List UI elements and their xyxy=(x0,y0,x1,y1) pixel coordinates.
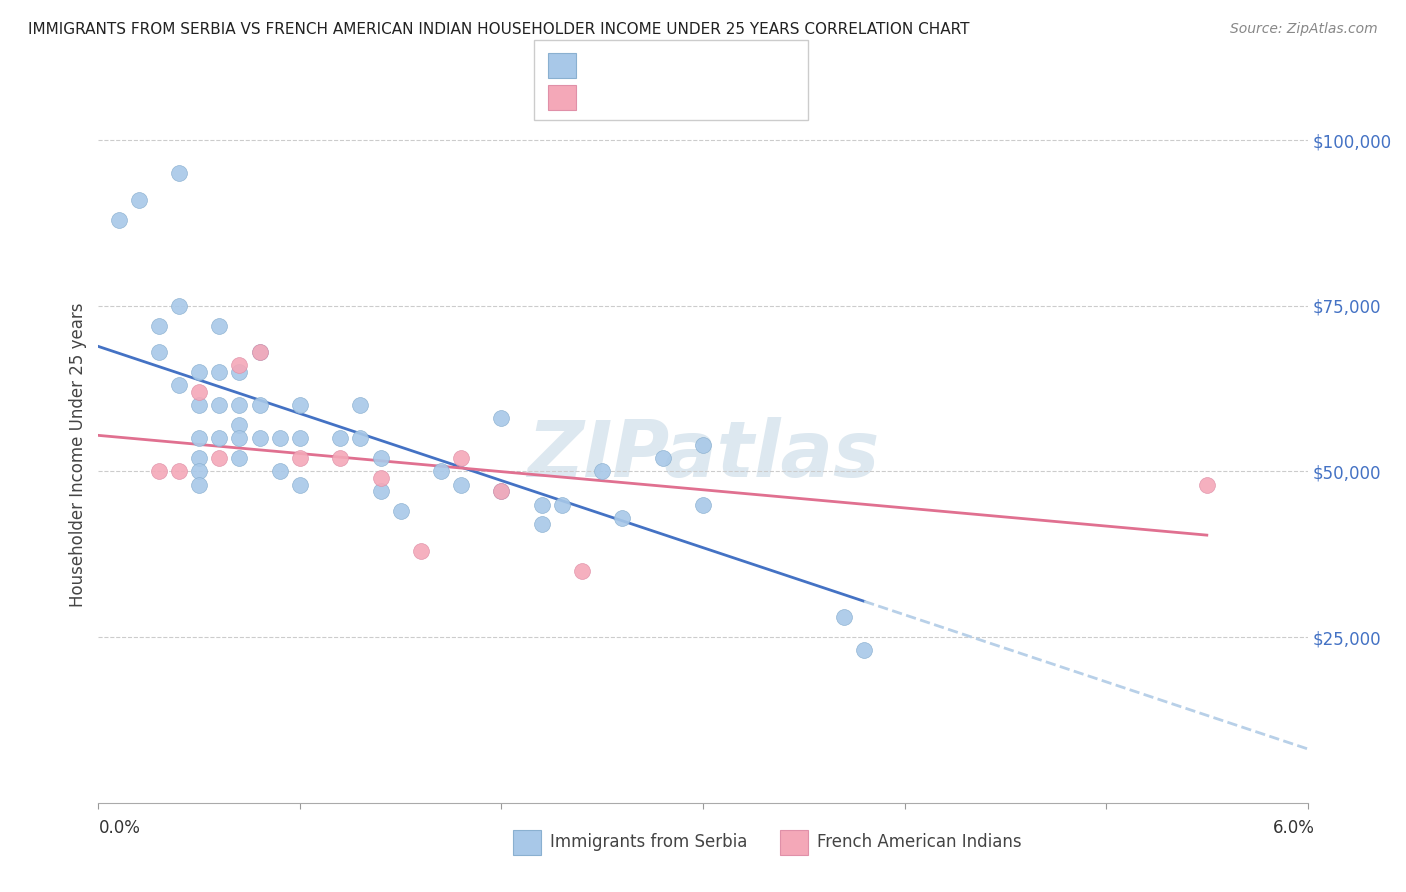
Point xyxy=(370,451,392,466)
Point xyxy=(651,451,673,466)
Text: R =: R = xyxy=(585,88,621,106)
Point xyxy=(188,431,211,445)
Text: Immigrants from Serbia: Immigrants from Serbia xyxy=(550,833,747,851)
Point xyxy=(530,517,553,532)
Text: IMMIGRANTS FROM SERBIA VS FRENCH AMERICAN INDIAN HOUSEHOLDER INCOME UNDER 25 YEA: IMMIGRANTS FROM SERBIA VS FRENCH AMERICA… xyxy=(28,22,970,37)
Point xyxy=(692,498,714,512)
Point xyxy=(370,471,392,485)
Text: Source: ZipAtlas.com: Source: ZipAtlas.com xyxy=(1230,22,1378,37)
Point xyxy=(148,465,170,479)
Point xyxy=(208,318,231,333)
Point xyxy=(288,477,311,491)
Point xyxy=(288,451,311,466)
Point xyxy=(269,465,291,479)
Text: 0.0%: 0.0% xyxy=(98,819,141,837)
Y-axis label: Householder Income Under 25 years: Householder Income Under 25 years xyxy=(69,302,87,607)
Point xyxy=(249,345,271,359)
Point xyxy=(188,465,211,479)
Point xyxy=(148,318,170,333)
Text: 14: 14 xyxy=(725,88,751,106)
Point xyxy=(228,365,250,379)
Point xyxy=(288,398,311,412)
Point xyxy=(591,465,613,479)
Text: 6.0%: 6.0% xyxy=(1272,819,1315,837)
Point xyxy=(228,451,250,466)
Text: N =: N = xyxy=(692,56,728,74)
Point xyxy=(288,431,311,445)
Point xyxy=(530,498,553,512)
Point xyxy=(167,465,190,479)
Point xyxy=(329,431,352,445)
Point xyxy=(188,365,211,379)
Point xyxy=(1195,477,1218,491)
Point xyxy=(491,484,513,499)
Point xyxy=(269,431,291,445)
Point xyxy=(612,511,634,525)
Point xyxy=(208,365,231,379)
Point xyxy=(249,431,271,445)
Text: 50: 50 xyxy=(725,56,751,74)
Point xyxy=(208,431,231,445)
Text: -0.265: -0.265 xyxy=(621,56,686,74)
Text: French American Indians: French American Indians xyxy=(817,833,1022,851)
Point xyxy=(188,384,211,399)
Point xyxy=(188,398,211,412)
Point xyxy=(853,643,876,657)
Point xyxy=(228,431,250,445)
Point xyxy=(167,299,190,313)
Point xyxy=(148,345,170,359)
Point xyxy=(450,477,472,491)
Point xyxy=(349,398,371,412)
Point xyxy=(370,484,392,499)
Point xyxy=(551,498,574,512)
Point xyxy=(409,544,432,558)
Text: N =: N = xyxy=(692,88,728,106)
Point xyxy=(349,431,371,445)
Point xyxy=(329,451,352,466)
Point xyxy=(571,564,593,578)
Point xyxy=(389,504,412,518)
Point xyxy=(692,438,714,452)
Point xyxy=(167,166,190,180)
Point xyxy=(188,451,211,466)
Point xyxy=(228,359,250,373)
Point xyxy=(430,465,453,479)
Point xyxy=(107,212,129,227)
Point xyxy=(188,477,211,491)
Text: -0.222: -0.222 xyxy=(621,88,686,106)
Point xyxy=(228,418,250,433)
Point xyxy=(228,398,250,412)
Point xyxy=(450,451,472,466)
Point xyxy=(208,451,231,466)
Point xyxy=(249,398,271,412)
Point xyxy=(249,345,271,359)
Point xyxy=(491,411,513,425)
Point xyxy=(208,398,231,412)
Text: ZIPatlas: ZIPatlas xyxy=(527,417,879,493)
Point xyxy=(832,610,855,624)
Text: R =: R = xyxy=(585,56,621,74)
Point xyxy=(167,378,190,392)
Point xyxy=(491,484,513,499)
Point xyxy=(128,193,150,207)
